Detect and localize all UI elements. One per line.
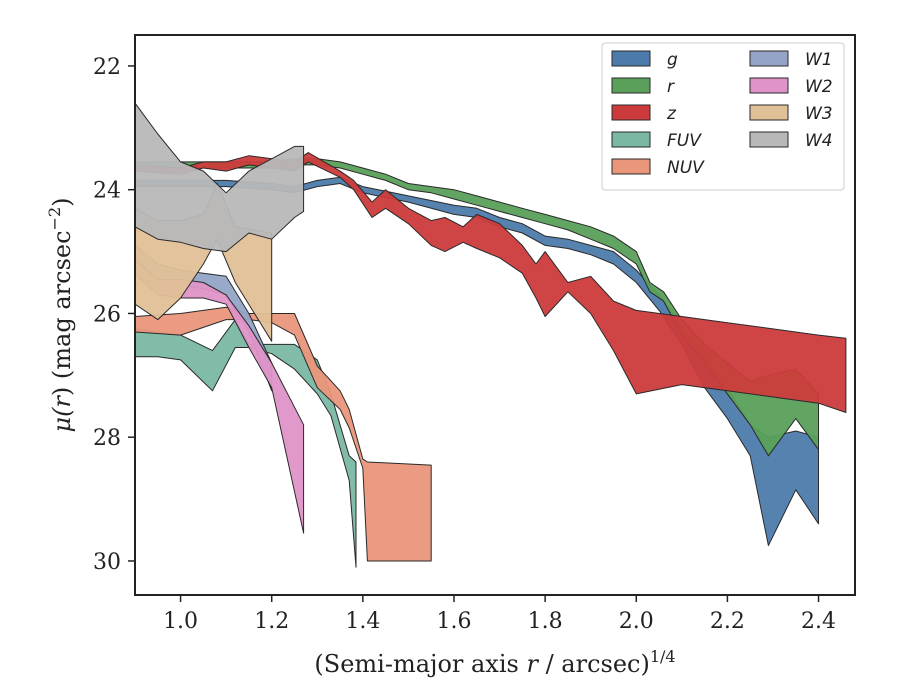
x-tick-label: 2.4 (801, 609, 836, 634)
legend-label-fuv: FUV (667, 131, 702, 151)
legend-swatch-fuv (611, 131, 651, 148)
plot-frame (134, 34, 856, 596)
legend-label-g: g (667, 50, 678, 70)
legend-swatch-nuv (611, 158, 651, 175)
legend-swatch-z (611, 104, 651, 121)
legend-swatch-w1 (749, 50, 789, 67)
legend-swatch-w4 (749, 131, 789, 148)
legend-label-nuv: NUV (667, 158, 705, 178)
y-tick-label: 24 (93, 179, 121, 204)
x-tick-label: 1.0 (163, 609, 198, 634)
legend-swatch-g (611, 50, 651, 67)
y-tick-label: 30 (93, 550, 121, 575)
y-axis: 22 24 26 28 30 (93, 55, 135, 575)
legend-swatch-w3 (749, 104, 789, 121)
legend-label-r: r (667, 77, 675, 97)
band-r (135, 158, 819, 457)
legend-swatch-w2 (749, 77, 789, 94)
legend-label-z: z (666, 104, 677, 124)
band-z (135, 152, 847, 413)
band-w4 (135, 102, 305, 253)
x-tick-label: 2.0 (619, 609, 654, 634)
y-tick-label: 22 (93, 55, 121, 80)
y-tick-label: 28 (93, 426, 121, 451)
legend-label-w3: W3 (805, 104, 833, 124)
bands-layer (135, 102, 847, 568)
x-axis: 1.0 1.2 1.4 1.6 1.8 2.0 2.2 2.4 (163, 595, 836, 634)
legend: grz FUV NUV W1 W2 W3 W4 (601, 42, 845, 191)
x-tick-label: 2.2 (710, 609, 745, 634)
legend-label-w4: W4 (805, 131, 833, 151)
legend-label-w1: W1 (805, 50, 833, 70)
y-axis-label: μ(r) (mag arcsec−2) (45, 197, 76, 432)
x-tick-label: 1.6 (436, 609, 471, 634)
x-axis-label: (Semi-major axis r / arcsec)1/4 (314, 647, 675, 678)
x-tick-label: 1.8 (528, 609, 563, 634)
x-tick-label: 1.4 (345, 609, 380, 634)
legend-swatch-r (611, 77, 651, 94)
legend-label-w2: W2 (805, 77, 833, 97)
x-tick-label: 1.2 (254, 609, 289, 634)
y-tick-label: 26 (93, 302, 121, 327)
